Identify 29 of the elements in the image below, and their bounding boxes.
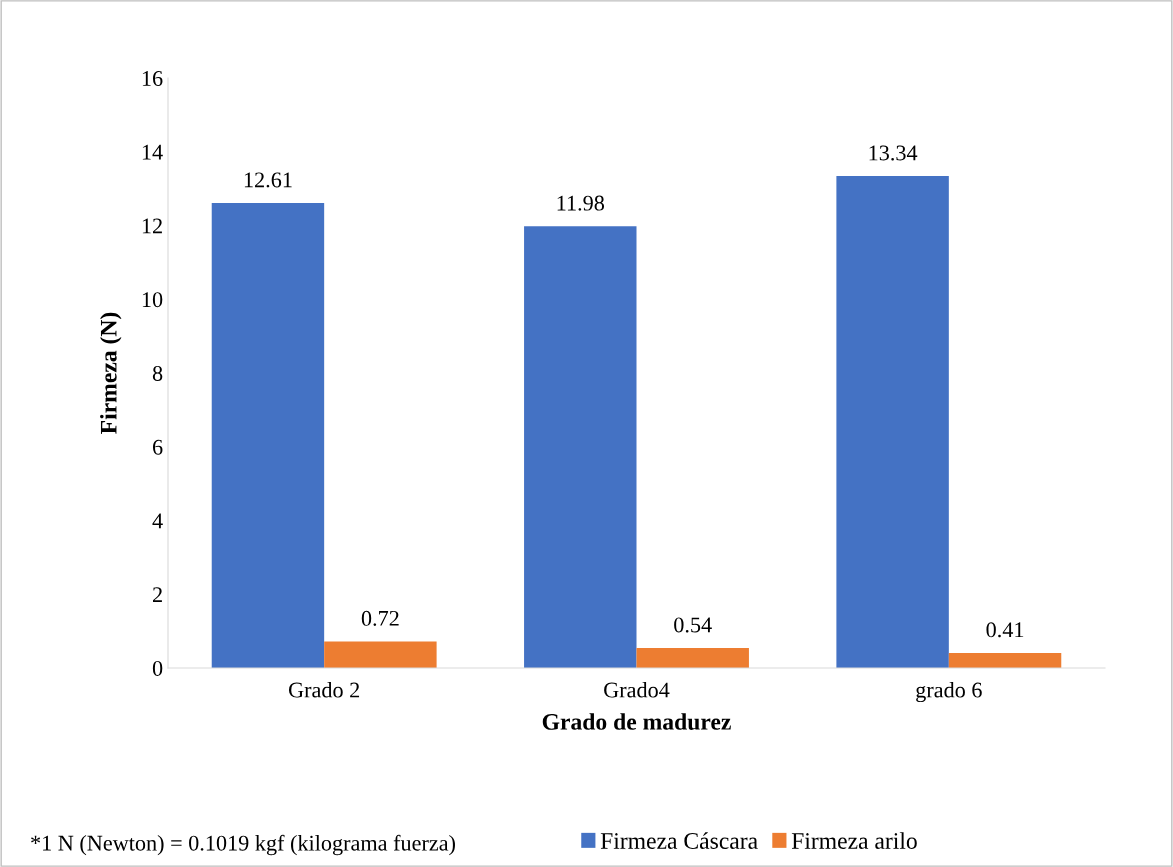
y-tick-label: 4 xyxy=(152,513,163,529)
legend-label: Firmeza Cáscara xyxy=(600,832,758,849)
bar xyxy=(948,652,1062,668)
y-tick-label: 12 xyxy=(142,218,162,234)
y-tick-label: 8 xyxy=(152,365,163,381)
y-tick-label: 2 xyxy=(153,587,162,602)
data-label: 11.98 xyxy=(557,195,605,211)
y-tick-label: 0 xyxy=(152,660,163,676)
bar xyxy=(524,226,637,668)
x-tick-label: Grado 2 xyxy=(288,681,360,698)
y-tick-label: 16 xyxy=(142,70,163,86)
x-axis-title: Grado de madurez xyxy=(542,713,731,730)
y-tick-label: 14 xyxy=(142,144,163,160)
y-tick-label: 10 xyxy=(142,292,163,308)
data-label: 0.41 xyxy=(986,622,1024,638)
data-label: 12.61 xyxy=(244,172,292,188)
bar xyxy=(324,641,437,668)
x-tick-label: grado 6 xyxy=(916,681,982,703)
bar xyxy=(636,648,749,668)
bar xyxy=(836,176,949,668)
legend-label: Firmeza arilo xyxy=(791,832,917,849)
bar xyxy=(211,203,325,668)
data-label: 0.72 xyxy=(361,610,399,626)
data-label: 0.54 xyxy=(674,617,712,633)
data-label: 13.34 xyxy=(869,145,918,161)
x-tick-label: Grado4 xyxy=(604,681,670,698)
y-tick-label: 6 xyxy=(152,439,163,455)
y-axis-title: Firmeza (N) xyxy=(100,312,122,434)
text: *1 N (Newton) = 0.1019 kgf (kilograma fuerza) xyxy=(31,834,455,856)
